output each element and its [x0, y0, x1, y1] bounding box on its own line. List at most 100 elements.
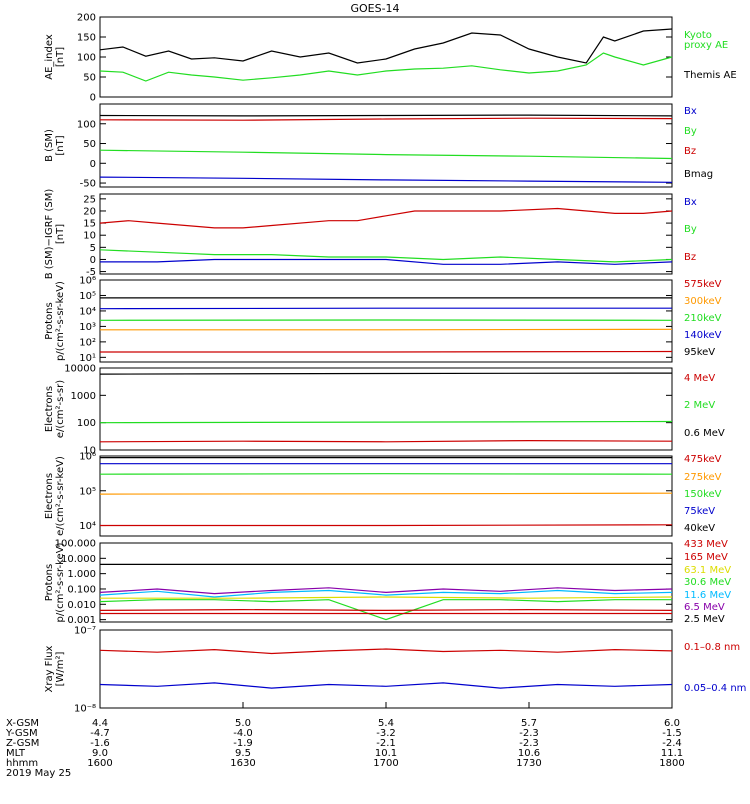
series-line [100, 118, 672, 120]
series-line [100, 474, 672, 475]
panel-frame [100, 368, 672, 450]
y-tick-label: 10.000 [61, 554, 96, 565]
legend-entry: Bz [684, 146, 696, 157]
x-axis-value: 1800 [659, 758, 684, 769]
y-tick-label: 0 [90, 255, 96, 266]
y-tick-label: 10 [83, 231, 96, 242]
y-axis-label: e/(cm²-s-sr-keV) [55, 456, 66, 536]
legend-entry: Bx [684, 106, 697, 117]
series-line [100, 649, 672, 654]
y-tick-label: -50 [80, 179, 96, 190]
y-tick-label: 50 [83, 139, 96, 150]
legend-entry: 4 MeV [684, 373, 715, 384]
y-tick-label: 10⁶ [79, 276, 96, 287]
legend-entry: 275keV [684, 472, 722, 483]
y-tick-label: 10⁴ [79, 521, 96, 532]
series-line [100, 588, 672, 594]
legend-entry: 40keV [684, 523, 715, 534]
y-axis-label: p/(cm²-s-sr-keV) [55, 542, 66, 622]
legend-entry: 30.6 MeV [684, 577, 731, 588]
legend-entry: By [684, 126, 697, 137]
series-line [100, 441, 672, 442]
legend-entry: 75keV [684, 506, 715, 517]
legend-entry: Bmag [684, 169, 713, 180]
y-tick-label: 10⁻⁷ [74, 626, 96, 637]
y-tick-label: 0.100 [67, 584, 96, 595]
y-tick-label: 1000 [71, 391, 96, 402]
panel-frame [100, 194, 672, 274]
y-tick-label: 10⁶ [79, 452, 96, 463]
y-tick-label: 100 [77, 418, 96, 429]
series-line [100, 373, 672, 374]
y-axis-label: Electrons [44, 386, 55, 432]
panel-frame [100, 104, 672, 187]
series-line [100, 177, 672, 182]
y-axis-label: Protons [44, 302, 55, 339]
y-tick-label: 0 [90, 159, 96, 170]
legend-entry: Themis AE [683, 70, 737, 81]
series-line [100, 525, 672, 526]
x-axis-value: 1730 [516, 758, 541, 769]
y-axis-label: [nT] [55, 47, 66, 67]
y-axis-label: B (SM) [44, 129, 55, 162]
y-tick-label: 5 [90, 243, 96, 254]
y-axis-label: e/(cm²-s-sr) [55, 380, 66, 438]
series-line [100, 597, 672, 598]
y-tick-label: 10¹ [79, 353, 96, 364]
series-line [100, 209, 672, 228]
y-tick-label: 200 [77, 13, 96, 24]
chart-title: GOES-14 [350, 2, 399, 15]
y-tick-label: 20 [83, 206, 96, 217]
legend-entry: 11.6 MeV [684, 590, 731, 601]
legend-entry: 433 MeV [684, 539, 728, 550]
legend-entry: Bz [684, 252, 696, 263]
legend-entry: Bx [684, 197, 697, 208]
x-axis-value: 1600 [87, 758, 112, 769]
y-axis-label: [nT] [55, 224, 66, 244]
legend-entry: By [684, 224, 697, 235]
series-line [100, 308, 672, 309]
y-tick-label: 0.001 [67, 615, 96, 626]
y-tick-label: 10⁵ [79, 486, 96, 497]
legend-entry: 150keV [684, 489, 722, 500]
y-tick-label: 10³ [79, 322, 96, 333]
y-axis-label: p/(cm²-s-sr-keV) [55, 281, 66, 361]
legend-entry: proxy AE [684, 40, 728, 51]
legend-entry: 2 MeV [684, 400, 715, 411]
y-tick-label: 150 [77, 33, 96, 44]
series-line [100, 115, 672, 116]
legend-entry: 475keV [684, 454, 722, 465]
y-tick-label: 1.000 [67, 569, 96, 580]
y-tick-label: 0 [90, 93, 96, 104]
series-line [100, 150, 672, 158]
y-axis-label: AE_index [44, 34, 55, 80]
y-axis-label: [nT] [55, 135, 66, 155]
legend-entry: 165 MeV [684, 552, 728, 563]
legend-entry: 300keV [684, 296, 722, 307]
y-tick-label: 10² [79, 337, 96, 348]
series-line [100, 352, 672, 353]
legend-entry: 6.5 MeV [684, 602, 725, 613]
series-line [100, 683, 672, 688]
panel-frame [100, 280, 672, 362]
x-axis-value: 1700 [373, 758, 398, 769]
y-axis-label: Electrons [44, 473, 55, 519]
series-line [100, 493, 672, 494]
y-tick-label: 15 [83, 219, 96, 230]
y-tick-label: 0.010 [67, 600, 96, 611]
y-tick-label: 100 [77, 53, 96, 64]
y-tick-label: 10⁵ [79, 291, 96, 302]
series-line [100, 610, 672, 611]
series-line [100, 422, 672, 423]
y-tick-label: 50 [83, 73, 96, 84]
y-axis-label: Xray Flux [44, 645, 55, 692]
legend-entry: 95keV [684, 347, 715, 358]
y-tick-label: 10⁻⁸ [74, 704, 96, 715]
y-axis-label: [W/m²] [55, 651, 66, 686]
panel-frame [100, 630, 672, 708]
legend-entry: 0.6 MeV [684, 428, 725, 439]
series-line [100, 329, 672, 330]
x-axis-row-label: 2019 May 25 [6, 768, 71, 779]
legend-entry: 575keV [684, 279, 722, 290]
